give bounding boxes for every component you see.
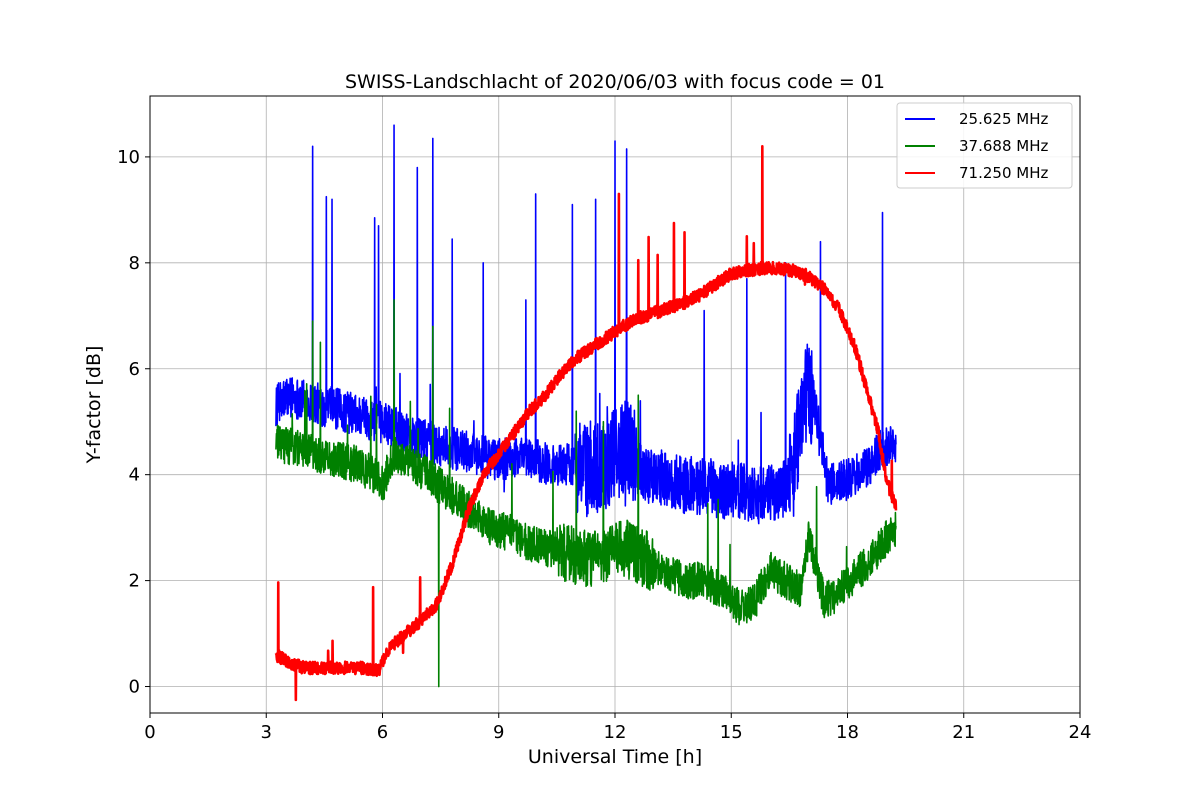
y-tick-label: 10	[117, 147, 140, 168]
x-tick-label: 0	[144, 722, 155, 743]
y-axis-label: Y-factor [dB]	[83, 346, 105, 465]
chart-title: SWISS-Landschlacht of 2020/06/03 with fo…	[345, 71, 885, 93]
legend-label: 37.688 MHz	[959, 137, 1048, 155]
legend-label: 25.625 MHz	[959, 110, 1048, 128]
series-line-2	[274, 145, 898, 702]
series-line-1	[275, 299, 897, 688]
series-line-0	[275, 124, 897, 525]
x-tick-label: 24	[1069, 722, 1092, 743]
y-tick-label: 6	[129, 359, 140, 380]
y-tick-label: 2	[129, 571, 140, 592]
legend: 25.625 MHz 37.688 MHz 71.250 MHz	[896, 102, 1073, 189]
x-tick-label: 6	[377, 722, 388, 743]
x-tick-label: 21	[952, 722, 975, 743]
y-tick-label: 0	[129, 677, 140, 698]
x-tick-label: 9	[493, 722, 504, 743]
x-tick-label: 18	[836, 722, 859, 743]
y-tick-label: 4	[129, 465, 140, 486]
plot-area	[274, 124, 898, 702]
legend-box	[896, 102, 1073, 189]
x-tick-label: 12	[604, 722, 627, 743]
x-tick-label: 3	[261, 722, 272, 743]
x-tick-label: 15	[720, 722, 743, 743]
legend-label: 71.250 MHz	[959, 164, 1048, 182]
x-axis-label: Universal Time [h]	[528, 746, 702, 768]
y-tick-label: 8	[129, 253, 140, 274]
